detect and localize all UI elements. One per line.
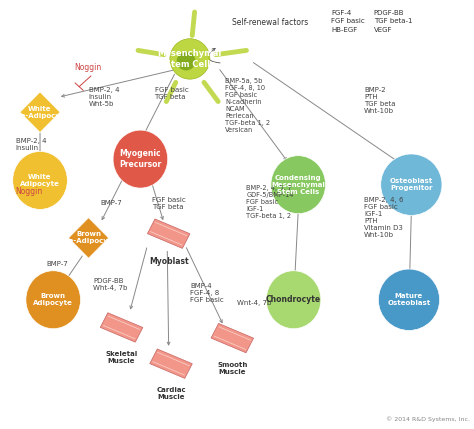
Ellipse shape	[266, 271, 321, 329]
Text: FGF basic: FGF basic	[331, 18, 365, 24]
Text: Brown
Pre-Adipocyte: Brown Pre-Adipocyte	[61, 231, 117, 245]
Text: BMP-2
PTH
TGF beta
Wnt-10b: BMP-2 PTH TGF beta Wnt-10b	[364, 87, 396, 114]
Text: BMP-2, 4, 5, 7
GDF-5/BMP-14
FGF basic
IGF-1
TGF-beta 1, 2: BMP-2, 4, 5, 7 GDF-5/BMP-14 FGF basic IG…	[246, 184, 294, 219]
Text: Skeletal
Muscle: Skeletal Muscle	[105, 351, 137, 364]
Ellipse shape	[381, 154, 442, 215]
Text: BMP-7: BMP-7	[100, 199, 122, 205]
Text: Mesenchymal
Stem Cells: Mesenchymal Stem Cells	[158, 49, 222, 69]
Text: BMP-7: BMP-7	[46, 261, 68, 267]
Text: Condensing
Mesenchymal
Stem Cells: Condensing Mesenchymal Stem Cells	[271, 175, 325, 195]
Text: BMP-2, 4, 6
FGF basic
IGF-1
PTH
Vitamin D3
Wnt-10b: BMP-2, 4, 6 FGF basic IGF-1 PTH Vitamin …	[364, 197, 404, 239]
Text: Noggin: Noggin	[74, 63, 102, 72]
Text: PDGF-BB
Wht-4, 7b: PDGF-BB Wht-4, 7b	[93, 278, 128, 291]
Text: Smooth
Muscle: Smooth Muscle	[217, 362, 247, 375]
Ellipse shape	[113, 130, 168, 188]
Text: Myoblast: Myoblast	[149, 257, 189, 266]
Text: BMP-2, 4
Insulin: BMP-2, 4 Insulin	[16, 138, 46, 151]
Polygon shape	[147, 219, 190, 248]
Text: FGF basic
TGF beta: FGF basic TGF beta	[155, 87, 188, 100]
Text: VEGF: VEGF	[374, 27, 392, 33]
Text: White
Adipocyte: White Adipocyte	[20, 174, 60, 187]
Text: Mature
Osteoblast: Mature Osteoblast	[387, 293, 430, 306]
Text: Noggin: Noggin	[16, 187, 43, 196]
Text: PDGF-BB: PDGF-BB	[374, 10, 404, 16]
Ellipse shape	[271, 156, 326, 214]
Polygon shape	[69, 218, 109, 258]
Text: BMP-5a, 5b
FGF-4, 8, 10
FGF basic
N-cadherin
NCAM
Perlecan
TGF-beta 1, 2
Versica: BMP-5a, 5b FGF-4, 8, 10 FGF basic N-cadh…	[225, 78, 270, 133]
Polygon shape	[100, 313, 143, 342]
Polygon shape	[211, 323, 254, 353]
Ellipse shape	[13, 151, 67, 209]
Text: Brown
Adipocyte: Brown Adipocyte	[33, 293, 73, 306]
Ellipse shape	[26, 271, 81, 329]
Text: FGF-4: FGF-4	[331, 10, 352, 16]
Text: Osteoblast
Progenitor: Osteoblast Progenitor	[390, 178, 433, 191]
Ellipse shape	[177, 51, 196, 70]
Text: Cardiac
Muscle: Cardiac Muscle	[156, 387, 186, 400]
Text: © 2014 R&D Systems, Inc.: © 2014 R&D Systems, Inc.	[386, 417, 470, 423]
Ellipse shape	[170, 39, 210, 79]
Text: Self-renewal factors: Self-renewal factors	[232, 18, 309, 27]
Text: HB-EGF: HB-EGF	[331, 27, 357, 33]
Text: White
Pre-Adipocyte: White Pre-Adipocyte	[12, 106, 68, 119]
Text: TGF beta-1: TGF beta-1	[374, 18, 412, 24]
Text: Myogenic
Precursor: Myogenic Precursor	[119, 149, 162, 169]
Text: FGF basic
TGF beta: FGF basic TGF beta	[152, 197, 186, 211]
Text: Wnt-4, 7b: Wnt-4, 7b	[237, 300, 272, 306]
Polygon shape	[150, 349, 192, 378]
Text: BMP-4
FGF-4, 8
FGF basic: BMP-4 FGF-4, 8 FGF basic	[190, 283, 224, 303]
Polygon shape	[20, 92, 60, 133]
Ellipse shape	[378, 269, 439, 330]
Text: BMP-2, 4
Insulin
Wht-5b: BMP-2, 4 Insulin Wht-5b	[89, 87, 119, 107]
Text: Chondrocyte: Chondrocyte	[266, 295, 321, 304]
